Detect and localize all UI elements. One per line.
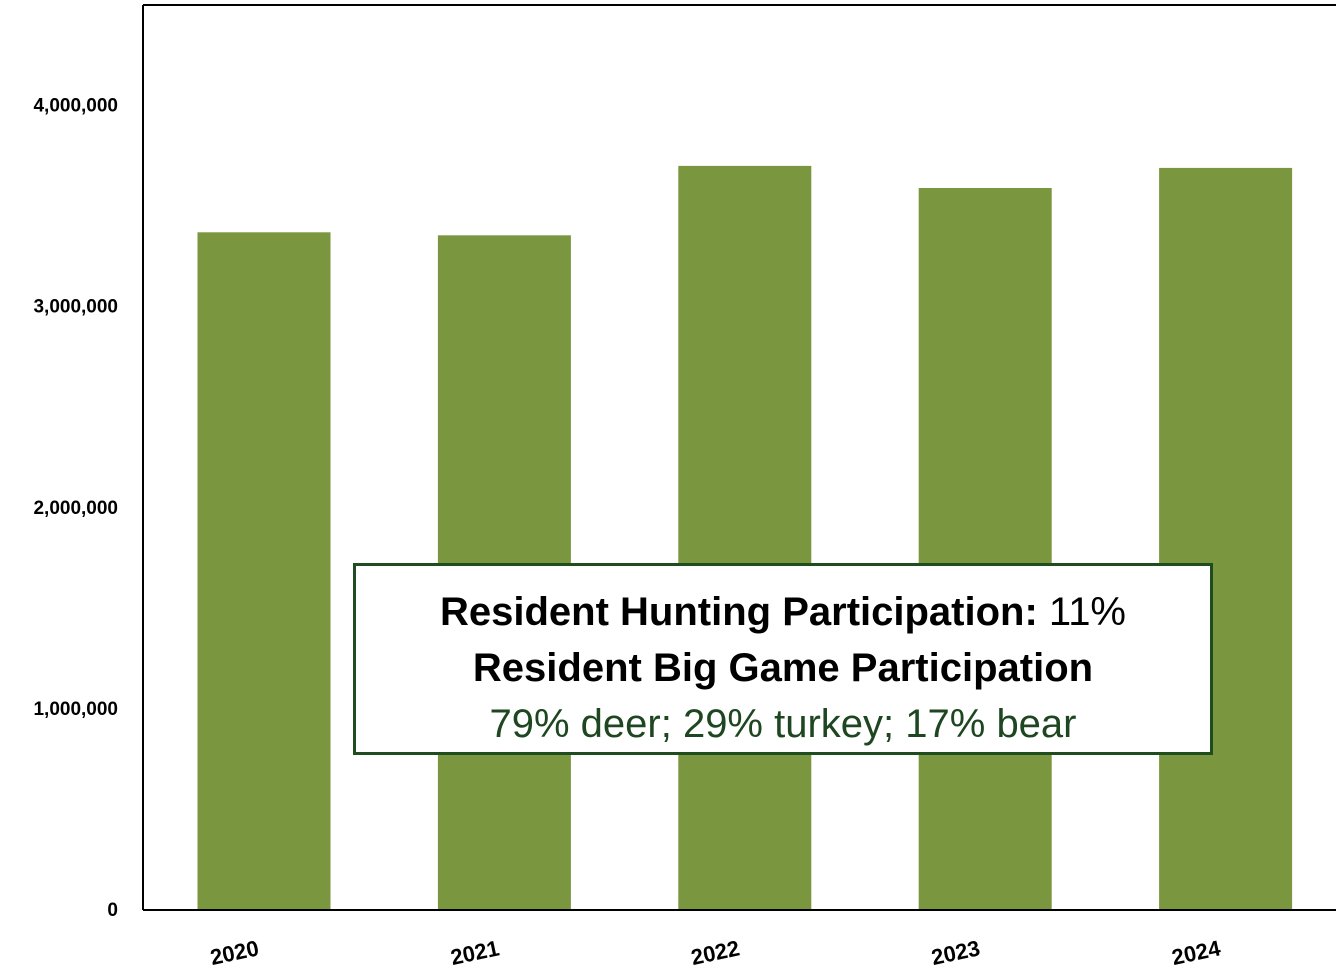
y-tick-label: 3,000,000 [33, 297, 118, 318]
y-axis-ticks: 0 1,000,000 2,000,000 3,000,000 4,000,000 [33, 96, 118, 921]
y-tick-label: 4,000,000 [33, 96, 118, 117]
hunting-participation-label: Resident Hunting Participation: [440, 590, 1038, 634]
species-breakdown: 79% deer; 29% turkey; 17% bear [489, 702, 1077, 746]
x-axis-ticks: 2020 2021 2022 2023 2024 [208, 935, 1223, 970]
bar-2022 [678, 165, 812, 910]
bars-group [197, 165, 1293, 911]
bar-2020 [197, 232, 331, 911]
bar-2023 [918, 188, 1052, 910]
bar-2024 [1159, 167, 1293, 910]
y-tick-label: 2,000,000 [33, 498, 118, 519]
x-tick-label: 2023 [929, 935, 982, 970]
callout-line-hunting: Resident Hunting Participation: 11% [356, 584, 1210, 640]
y-tick-label: 1,000,000 [33, 699, 118, 720]
x-tick-label: 2020 [208, 935, 261, 970]
hunting-participation-value: 11% [1037, 590, 1126, 634]
x-tick-label: 2024 [1170, 935, 1224, 970]
x-tick-label: 2022 [689, 935, 742, 970]
x-tick-label: 2021 [448, 935, 501, 970]
y-tick-label: 0 [107, 900, 118, 921]
big-game-participation-label: Resident Big Game Participation [472, 646, 1094, 690]
participation-callout: Resident Hunting Participation: 11% Resi… [353, 563, 1213, 755]
